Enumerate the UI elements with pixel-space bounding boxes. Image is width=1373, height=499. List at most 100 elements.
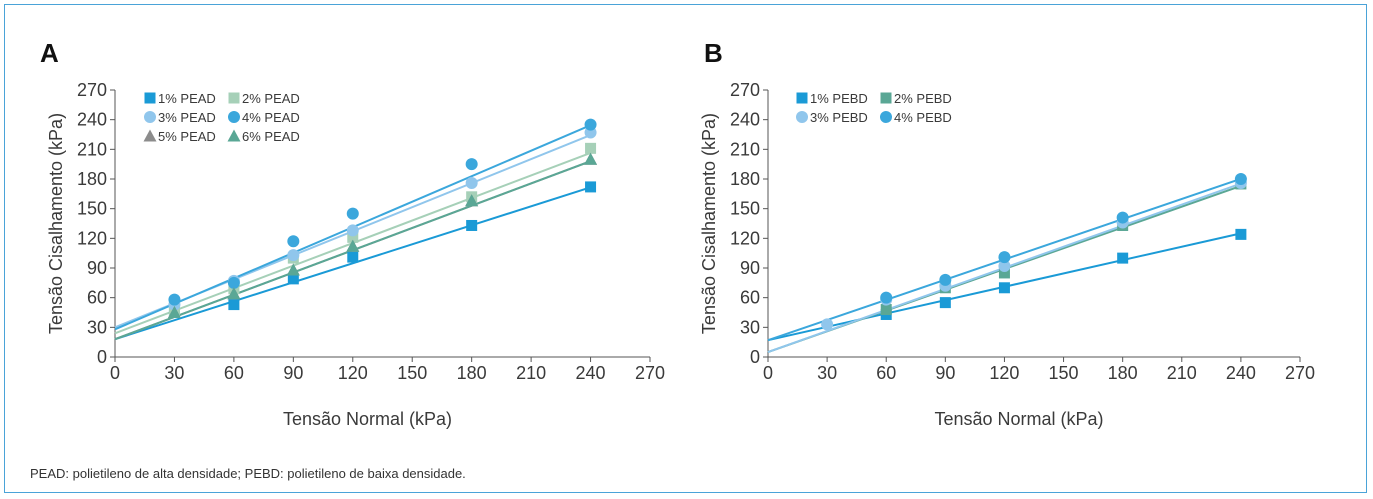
legend-marker	[144, 92, 156, 104]
data-point	[287, 235, 300, 248]
legend-marker	[227, 129, 241, 142]
data-point	[228, 299, 240, 311]
y-tick-label: 150	[730, 199, 760, 219]
legend-marker	[143, 129, 157, 142]
data-point	[998, 251, 1011, 264]
legend-marker	[880, 92, 892, 104]
data-point	[168, 293, 181, 306]
x-tick-label: 240	[576, 363, 606, 383]
data-point	[939, 297, 951, 309]
y-tick-label: 240	[730, 110, 760, 130]
legend-label: 1% PEAD	[158, 91, 216, 106]
x-axis-title: Tensão Normal (kPa)	[934, 409, 1103, 429]
legend-label: 4% PEAD	[242, 110, 300, 125]
x-tick-label: 270	[1285, 363, 1315, 383]
legend-marker	[796, 111, 808, 123]
legend-marker	[880, 111, 892, 123]
data-point	[286, 263, 300, 276]
x-tick-label: 90	[283, 363, 303, 383]
y-tick-label: 30	[87, 317, 107, 337]
data-point	[1234, 173, 1247, 185]
data-point	[880, 304, 892, 316]
data-point	[1116, 211, 1129, 224]
data-point	[346, 207, 359, 220]
y-axis-title: Tensão Cisalhamento (kPa)	[46, 113, 66, 334]
data-point	[346, 239, 360, 252]
data-point	[465, 158, 478, 171]
x-tick-label: 30	[164, 363, 184, 383]
data-point	[1235, 228, 1247, 240]
legend-marker	[228, 111, 240, 123]
y-tick-label: 0	[750, 347, 760, 367]
x-tick-label: 0	[763, 363, 773, 383]
x-tick-label: 30	[817, 363, 837, 383]
legend-marker	[144, 111, 156, 123]
x-tick-label: 180	[457, 363, 487, 383]
data-point	[287, 273, 299, 285]
y-tick-label: 120	[730, 228, 760, 248]
legend-label: 3% PEBD	[810, 110, 868, 125]
y-tick-label: 270	[730, 80, 760, 100]
data-point	[347, 251, 359, 263]
legend-label: 3% PEAD	[158, 110, 216, 125]
x-tick-label: 270	[635, 363, 665, 383]
data-point	[584, 152, 598, 165]
y-tick-label: 210	[77, 139, 107, 159]
data-point	[466, 219, 478, 231]
x-tick-label: 210	[516, 363, 546, 383]
y-tick-label: 210	[730, 139, 760, 159]
legend-marker	[796, 92, 808, 104]
data-point	[821, 318, 834, 331]
legend-label: 1% PEBD	[810, 91, 868, 106]
legend-label: 6% PEAD	[242, 129, 300, 144]
data-point	[584, 118, 597, 131]
data-point	[939, 273, 952, 286]
data-point	[227, 287, 241, 300]
y-tick-label: 270	[77, 80, 107, 100]
x-tick-label: 120	[989, 363, 1019, 383]
panel-a-chart: A 0 30 60 90 120 150 180 210 240 270 0 30 60 90 120 150 1…	[40, 38, 665, 429]
y-tick-label: 90	[87, 258, 107, 278]
figure-footnote: PEAD: polietileno de alta densidade; PEB…	[30, 466, 466, 481]
panel-label: A	[40, 38, 59, 68]
data-point	[1117, 252, 1129, 264]
data-point	[227, 276, 240, 289]
x-tick-label: 150	[397, 363, 427, 383]
data-point	[347, 231, 359, 243]
data-point	[287, 249, 300, 262]
panel-label: B	[704, 38, 723, 68]
x-tick-label: 60	[876, 363, 896, 383]
data-point	[585, 181, 597, 193]
figure-frame	[4, 4, 1367, 493]
panel-b-chart: B 0 30 60 90 120 150 180 210 240 270 0 30 60 90 120 150 1…	[699, 38, 1315, 429]
y-tick-label: 0	[97, 347, 107, 367]
data-point	[585, 142, 597, 154]
y-tick-label: 240	[77, 110, 107, 130]
data-point	[998, 282, 1010, 294]
x-tick-label: 60	[224, 363, 244, 383]
y-tick-label: 90	[740, 258, 760, 278]
y-tick-label: 30	[740, 317, 760, 337]
x-tick-label: 180	[1108, 363, 1138, 383]
data-point	[167, 306, 181, 318]
data-point	[880, 291, 893, 304]
x-tick-label: 150	[1049, 363, 1079, 383]
data-point	[465, 176, 478, 189]
legend-label: 2% PEAD	[242, 91, 300, 106]
x-tick-label: 90	[935, 363, 955, 383]
y-axis-title: Tensão Cisalhamento (kPa)	[699, 113, 719, 334]
x-tick-label: 240	[1226, 363, 1256, 383]
y-tick-label: 60	[87, 288, 107, 308]
x-tick-label: 0	[110, 363, 120, 383]
legend-label: 5% PEAD	[158, 129, 216, 144]
legend-marker	[228, 92, 240, 104]
legend-label: 4% PEBD	[894, 110, 952, 125]
data-point	[465, 194, 479, 207]
x-tick-label: 210	[1167, 363, 1197, 383]
y-tick-label: 60	[740, 288, 760, 308]
y-tick-label: 180	[730, 169, 760, 189]
legend-label: 2% PEBD	[894, 91, 952, 106]
y-tick-label: 150	[77, 199, 107, 219]
data-point	[998, 267, 1010, 279]
